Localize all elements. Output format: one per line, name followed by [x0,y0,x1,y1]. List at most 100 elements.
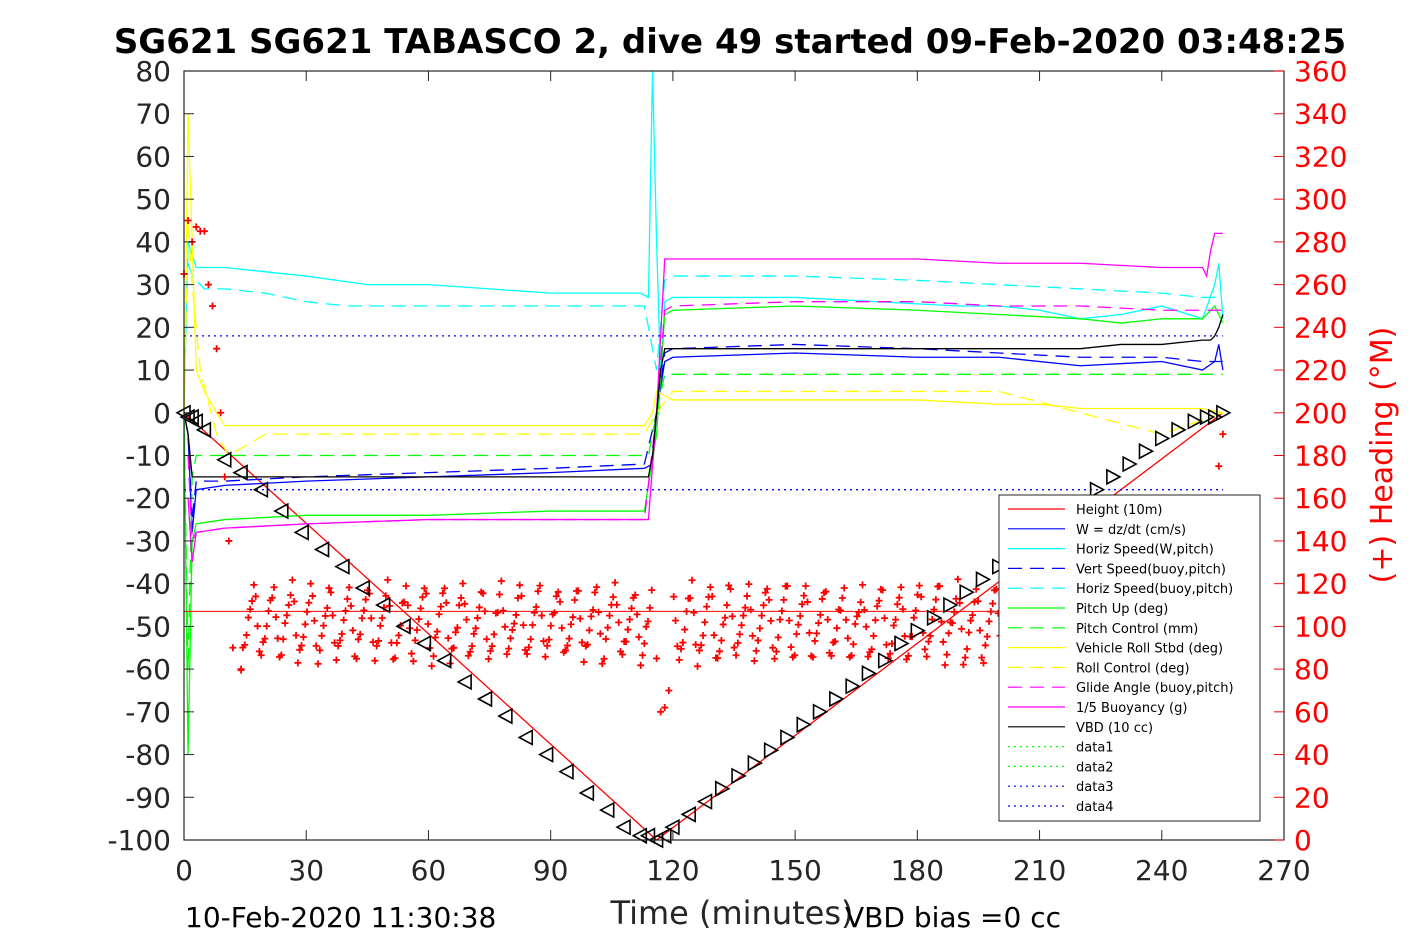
y-tick-label: 30 [135,269,171,302]
depth-marker [1122,455,1138,473]
legend-label: Vert Speed(buoy,pitch) [1076,562,1226,577]
x-tick-label: 180 [891,854,944,887]
depth-marker [796,716,812,733]
series-line-roll-control-deg [183,220,1224,457]
depth-marker [615,818,631,836]
y-tick-label: 80 [135,55,171,88]
y-tick-label: 20 [135,311,171,344]
depth-marker [959,583,975,601]
depth-marker [631,827,648,845]
chart-title: SG621 SG621 TABASCO 2, dive 49 started 0… [114,22,1346,62]
legend-label: W = dz/dt (cm/s) [1076,523,1186,538]
depth-marker [656,827,672,845]
legend-label: Pitch Up (deg) [1076,602,1168,617]
depth-marker [187,412,204,430]
depth-marker [497,707,513,725]
depth-marker [179,408,195,426]
y-axis-right: 3603403203002802602402202001801601401201… [1274,55,1347,857]
y2-tick-label: 140 [1294,525,1347,558]
y2-tick-label: 220 [1294,354,1347,387]
legend: Height (10m) W = dz/dt (cm/s) Horiz Speed(… [998,494,1261,822]
legend-label: Height (10m) [1076,503,1162,518]
y-tick-label: 0 [153,397,171,430]
depth-marker [334,558,350,575]
depth-marker [861,665,878,682]
depth-marker [195,421,212,439]
depth-marker [313,541,330,558]
depth-marker [1154,430,1171,447]
series-line-vbd-10-cc [183,314,1224,478]
y2-tick-label: 180 [1294,440,1347,473]
depth-marker [558,763,574,780]
y-tick-label: 60 [135,140,171,173]
x-tick-label: 60 [411,854,447,887]
depth-marker [943,596,959,614]
depth-marker [1171,421,1187,439]
y2-tick-label: 0 [1294,824,1312,857]
x-tick-label: 0 [175,854,193,887]
y2-tick-label: 20 [1294,781,1330,814]
depth-marker [714,780,731,798]
y2-tick-label: 120 [1294,568,1347,601]
depth-marker [780,729,796,746]
legend-label: Horiz Speed(buoy,pitch) [1076,582,1233,597]
y-tick-label: 50 [135,183,171,216]
depth-marker [1138,442,1155,460]
series-line-1-5-buoyancy-g [187,232,1223,563]
x-axis-label: Time (minutes) [610,894,854,932]
y-tick-label: -100 [107,824,171,857]
depth-marker [696,793,713,810]
y2-tick-label: 60 [1294,696,1330,729]
y2-tick-label: 320 [1294,140,1347,173]
depth-marker [232,464,248,481]
legend-label: Vehicle Roll Stbd (deg) [1076,642,1223,657]
depth-marker [395,618,411,635]
legend-label: data1 [1076,741,1114,756]
depth-marker [910,622,927,640]
y-tick-label: -30 [125,525,171,558]
y2-tick-label: 340 [1294,98,1347,131]
depth-marker [829,690,845,708]
x-tick-label: 120 [646,854,699,887]
y-tick-label: -90 [125,781,171,814]
depth-marker [578,784,595,802]
y2-tick-label: 200 [1294,397,1347,430]
depth-marker [374,596,391,614]
x-tick-label: 240 [1135,854,1188,887]
y2-tick-label: 100 [1294,610,1347,643]
legend-box [998,494,1261,822]
y-tick-label: -10 [125,440,171,473]
legend-label: VBD (10 cc) [1076,721,1153,736]
depth-marker [436,652,452,669]
depth-marker [731,767,747,785]
depth-marker [926,609,943,627]
depth-marker [293,524,309,541]
depth-marker [456,673,472,691]
timestamp-footer: 10-Feb-2020 11:30:38 [185,901,496,934]
y-tick-label: -70 [125,696,171,729]
x-axis: 0 30 60 90 120 150 180 210 240 270 [175,71,1311,887]
y-tick-label: 70 [135,98,171,131]
y2-tick-label: 240 [1294,311,1347,344]
y-tick-label: -80 [125,739,171,772]
y-tick-label: -40 [125,568,171,601]
y-tick-label: -50 [125,610,171,643]
y-tick-label: 40 [135,226,171,259]
depth-marker [894,635,910,652]
depth-marker [747,754,764,772]
y-tick-label: -20 [125,482,171,515]
series-layer [183,70,1224,841]
depth-marker [812,703,829,721]
y2-tick-label: 160 [1294,482,1347,515]
y2-tick-label: 280 [1294,226,1347,259]
depth-marker [1207,408,1224,426]
legend-label: data4 [1076,800,1114,815]
y2-tick-label: 40 [1294,739,1330,772]
depth-marker [845,677,861,695]
x-tick-label: 270 [1257,854,1310,887]
y-tick-label: -60 [125,653,171,686]
x-tick-label: 90 [533,854,569,887]
depth-marker [975,571,992,588]
depth-marker [252,481,269,499]
